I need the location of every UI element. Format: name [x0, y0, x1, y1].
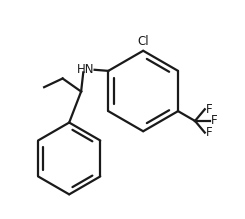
Text: F: F	[206, 103, 212, 116]
Text: F: F	[211, 114, 218, 127]
Text: F: F	[206, 126, 212, 139]
Text: HN: HN	[77, 63, 94, 76]
Text: Cl: Cl	[137, 35, 149, 48]
